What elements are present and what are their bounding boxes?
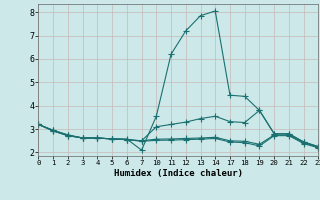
X-axis label: Humidex (Indice chaleur): Humidex (Indice chaleur) [114,169,243,178]
